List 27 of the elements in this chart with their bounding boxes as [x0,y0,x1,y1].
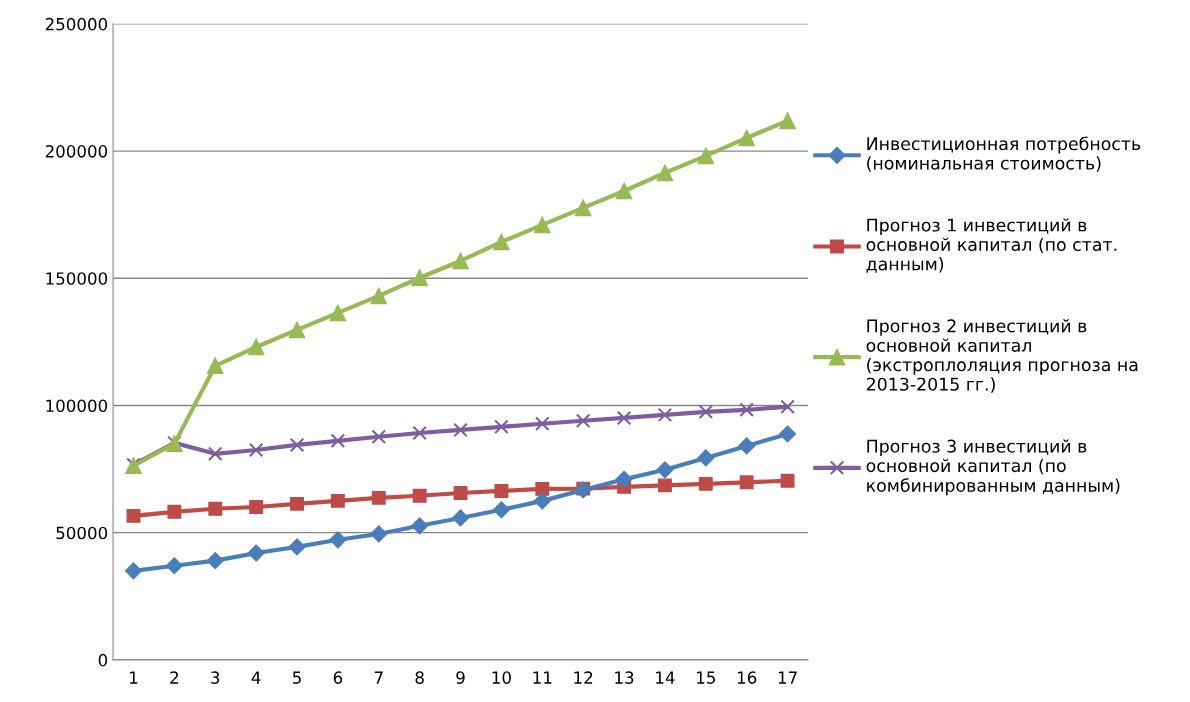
x-tick-label: 14 [656,671,675,684]
x-tick-label: 12 [574,671,593,684]
x-tick-label: 17 [778,671,797,684]
y-tick-label: 100000 [46,399,108,413]
x-tick-label: 8 [415,671,424,684]
y-tick-label: 0 [98,653,108,667]
x-tick-label: 10 [492,671,511,684]
y-tick-label: 150000 [46,272,108,285]
x-tick-label: 7 [374,671,383,684]
legend-label: Прогноз 1 инвестиций в основной капитал (по стат. данным) [866,218,1117,273]
x-tick-label: 1 [130,671,138,684]
x-tick-label: 13 [615,671,634,684]
legend-label: Инвестиционная потребность (номинальная стоимость) [867,136,1141,172]
x-tick-label: 9 [456,671,465,684]
x-tick-label: 3 [211,671,220,684]
y-tick-label: 50000 [56,526,108,540]
legend-label: Прогноз 2 инвестиций в основной капитал (экстроплоляция прогноза на 2013-2015 гг.) [866,319,1138,393]
y-tick-label: 250000 [45,17,108,31]
y-tick-label: 200000 [45,145,108,158]
x-tick-label: 4 [251,671,261,684]
legend-label: Прогноз 3 инвестиций в основной капитал (по комбинированным данным) [866,439,1120,496]
x-tick-label: 6 [333,671,343,684]
x-tick-label: 11 [533,671,552,684]
x-tick-label: 5 [292,671,301,684]
x-tick-label: 16 [737,671,757,684]
x-tick-label: 2 [170,671,178,684]
x-tick-label: 15 [697,671,715,684]
